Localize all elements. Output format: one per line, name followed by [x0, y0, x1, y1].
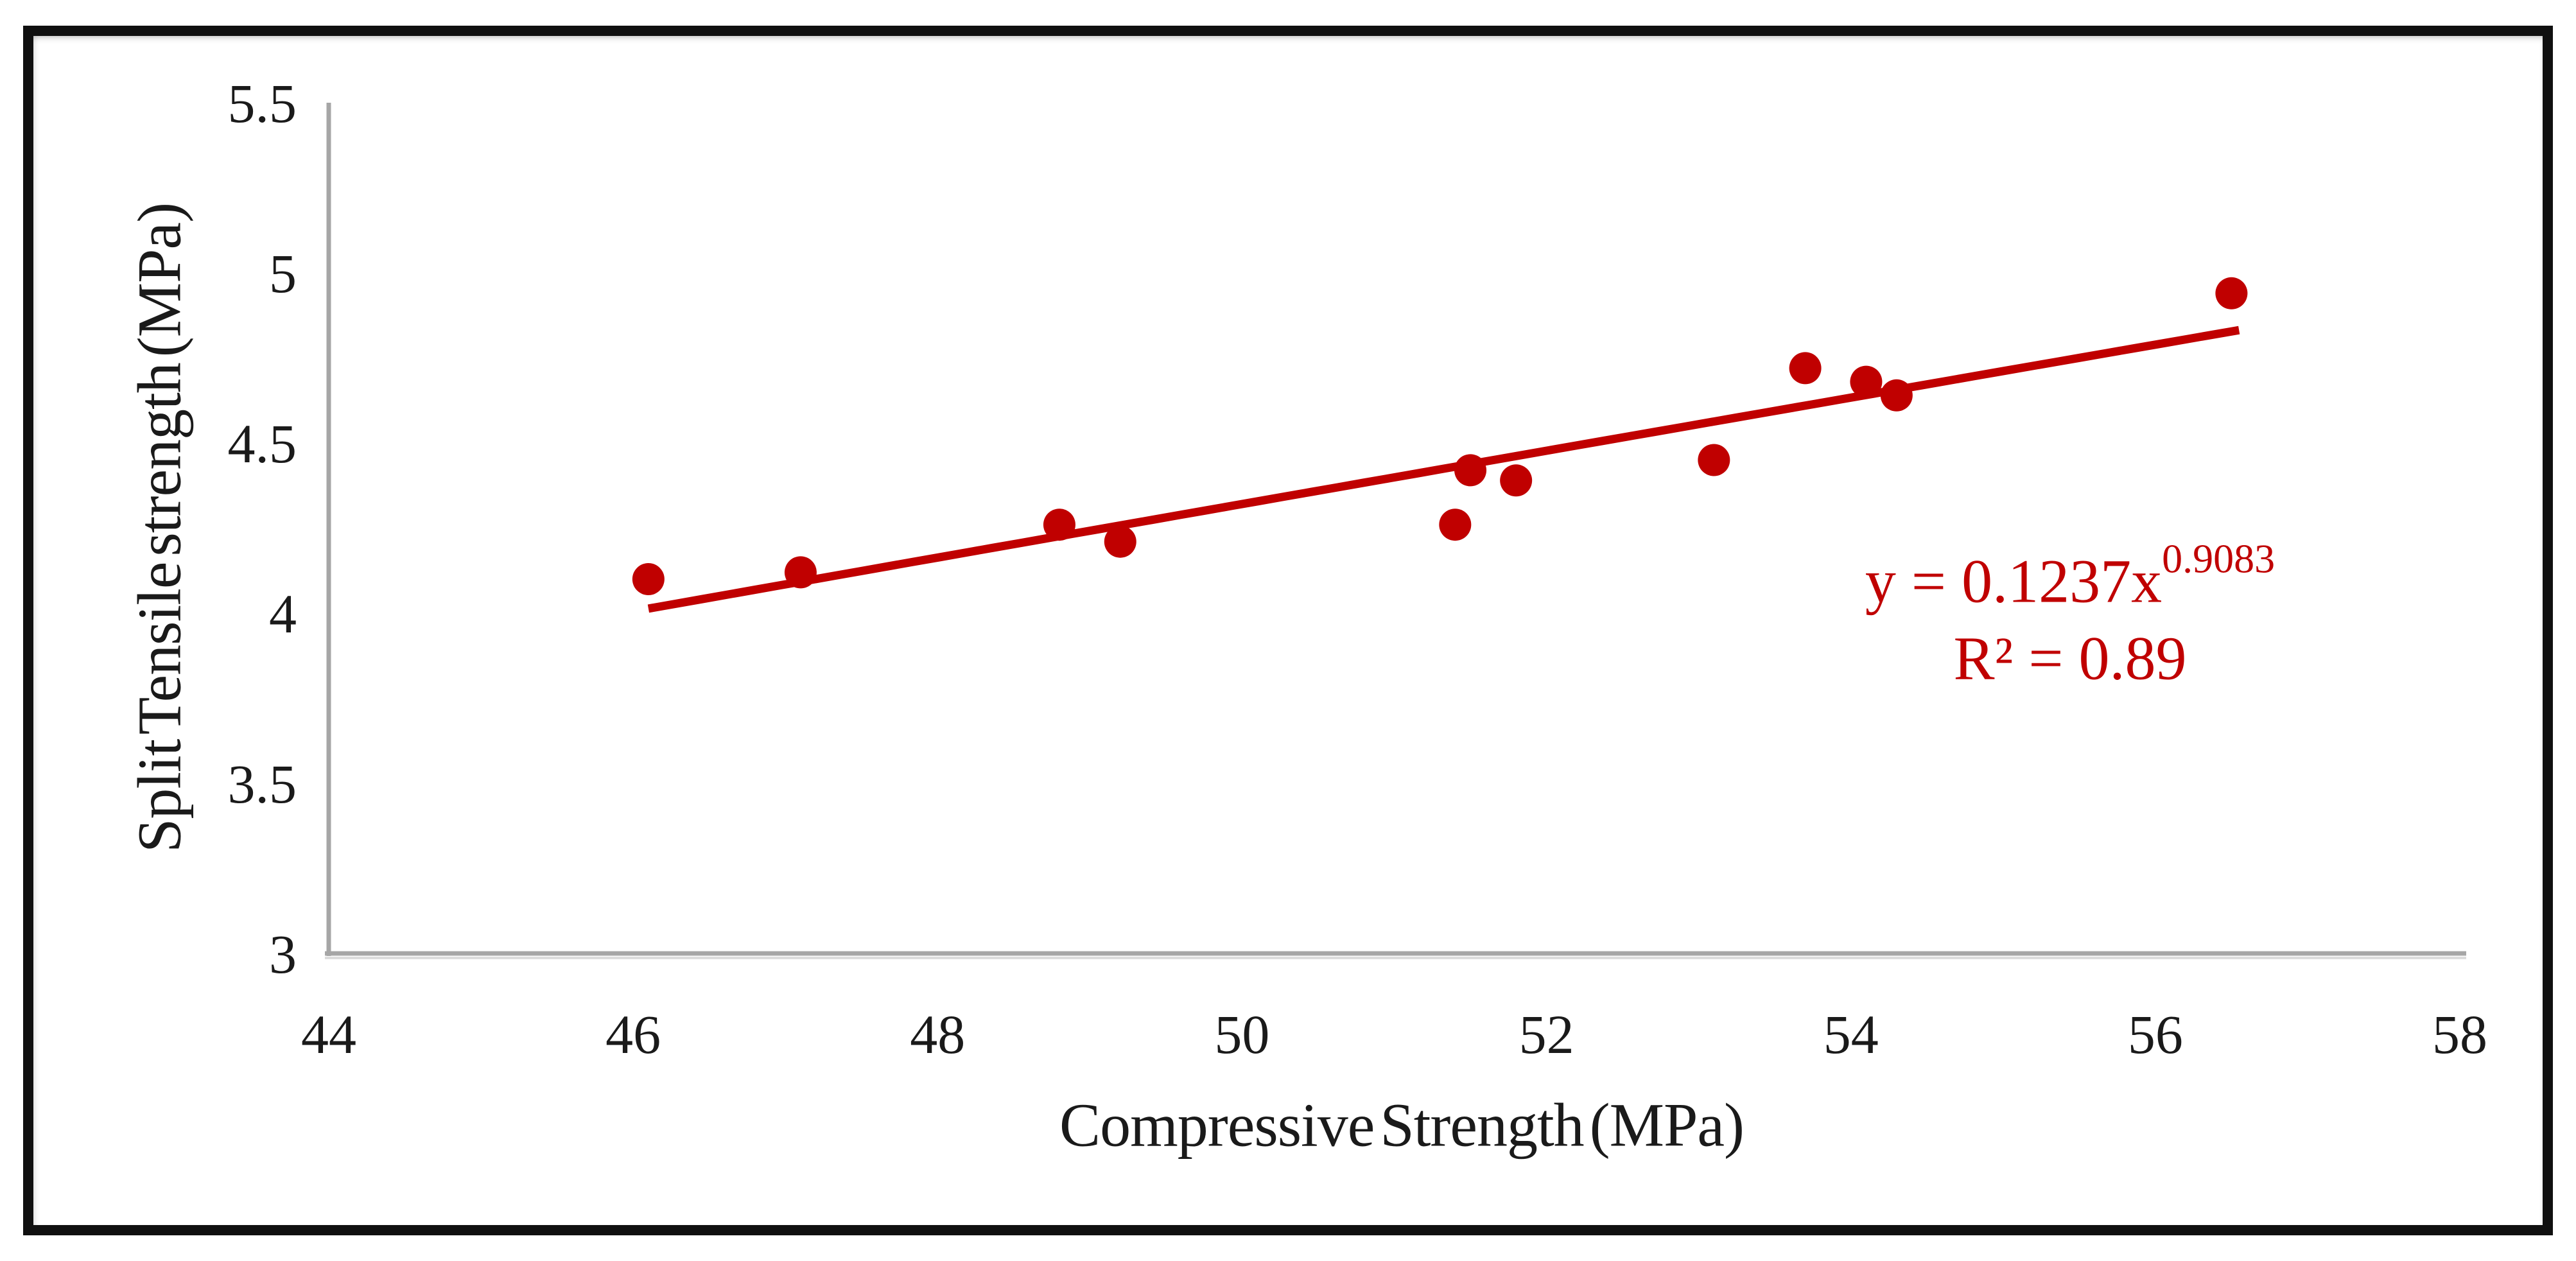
y-tick-label: 3.5	[228, 753, 297, 815]
y-tick-label: 4	[269, 583, 297, 645]
r-squared-label: R² = 0.89	[1953, 623, 2187, 693]
trendline-equation: y = 0.1237x0.9083	[1865, 538, 2275, 617]
x-tick-label: 48	[910, 1004, 965, 1065]
equation-base: y = 0.1237x	[1865, 546, 2163, 616]
y-tick-label: 4.5	[228, 413, 297, 474]
y-tick-label: 5	[269, 243, 297, 304]
data-point	[1698, 444, 1730, 476]
x-tick-label: 46	[605, 1004, 661, 1065]
x-tick-label: 56	[2128, 1004, 2183, 1065]
x-axis-title: Compressive Strength (MPa)	[1059, 1090, 1745, 1160]
trendline	[647, 326, 2240, 613]
y-axis-title: Split Tensile strength (MPa)	[125, 202, 194, 853]
data-point	[1880, 379, 1913, 412]
data-point	[1439, 509, 1472, 541]
x-tick-label: 44	[301, 1004, 356, 1065]
equation-exponent-superscript: 0.9083	[2162, 535, 2276, 582]
x-tick-label: 58	[2432, 1004, 2487, 1065]
y-tick-label: 3	[269, 923, 297, 985]
x-tick-label: 54	[1823, 1004, 1879, 1065]
data-point	[2215, 277, 2248, 309]
x-tick-label: 52	[1519, 1004, 1574, 1065]
data-point	[1454, 454, 1487, 487]
data-point	[1789, 352, 1822, 385]
data-point	[784, 556, 817, 589]
data-point	[1850, 365, 1883, 398]
figure-border	[23, 26, 2553, 1235]
x-tick-label: 50	[1214, 1004, 1269, 1065]
data-point	[1104, 525, 1136, 558]
data-point	[1043, 509, 1075, 541]
data-point	[1500, 464, 1533, 497]
data-point	[632, 563, 665, 595]
y-tick-label: 5.5	[228, 73, 297, 134]
